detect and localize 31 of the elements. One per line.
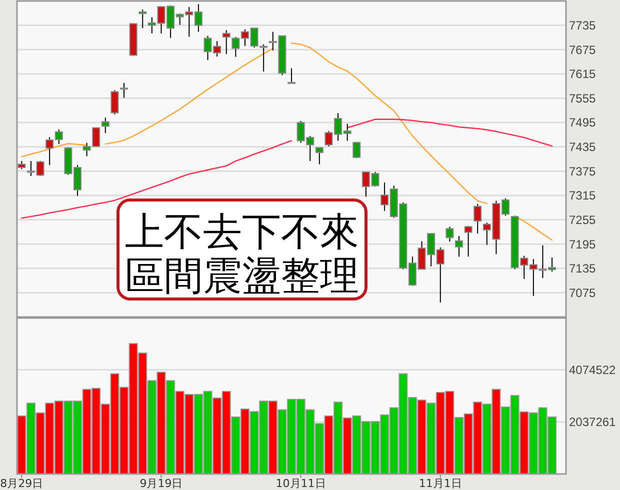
y-tick-label: 7195 [569,237,596,252]
candlestick [464,225,472,258]
y-tick-label: 7375 [569,164,596,178]
annotation: 區間震盪整理 [125,254,359,299]
y-tick-label: 7735 [569,18,596,33]
y-tick-label: 7675 [569,42,596,57]
y-tick-label: 7135 [569,262,596,276]
annotation: 上不去下不來 [125,210,359,255]
y-tick-label: 7255 [569,212,596,227]
candlestick [315,147,324,165]
y-tick-label: 7075 [569,286,596,300]
candlestick [222,30,230,55]
candlestick [110,90,119,115]
y-tick-label: 4074522 [569,363,616,377]
candlestick [474,203,482,234]
x-tick-label: 9月19日 [140,477,183,490]
x-tick-label: 8月29日 [0,477,44,490]
candlestick [101,117,110,134]
candlestick [454,235,463,258]
y-tick-label: 2037261 [569,415,616,430]
y-tick-label: 7555 [569,91,596,106]
y-tick-label: 7315 [569,188,596,203]
x-tick-label: 10月11日 [276,477,326,490]
candlestick [288,68,296,84]
y-tick-label: 7615 [569,67,596,82]
candlestick [138,9,147,29]
y-tick-label: 7435 [569,140,596,154]
candlestick [446,226,454,242]
candlestick [120,82,128,98]
x-tick-label: 11月1日 [418,477,462,490]
y-tick-label: 7495 [569,116,596,130]
